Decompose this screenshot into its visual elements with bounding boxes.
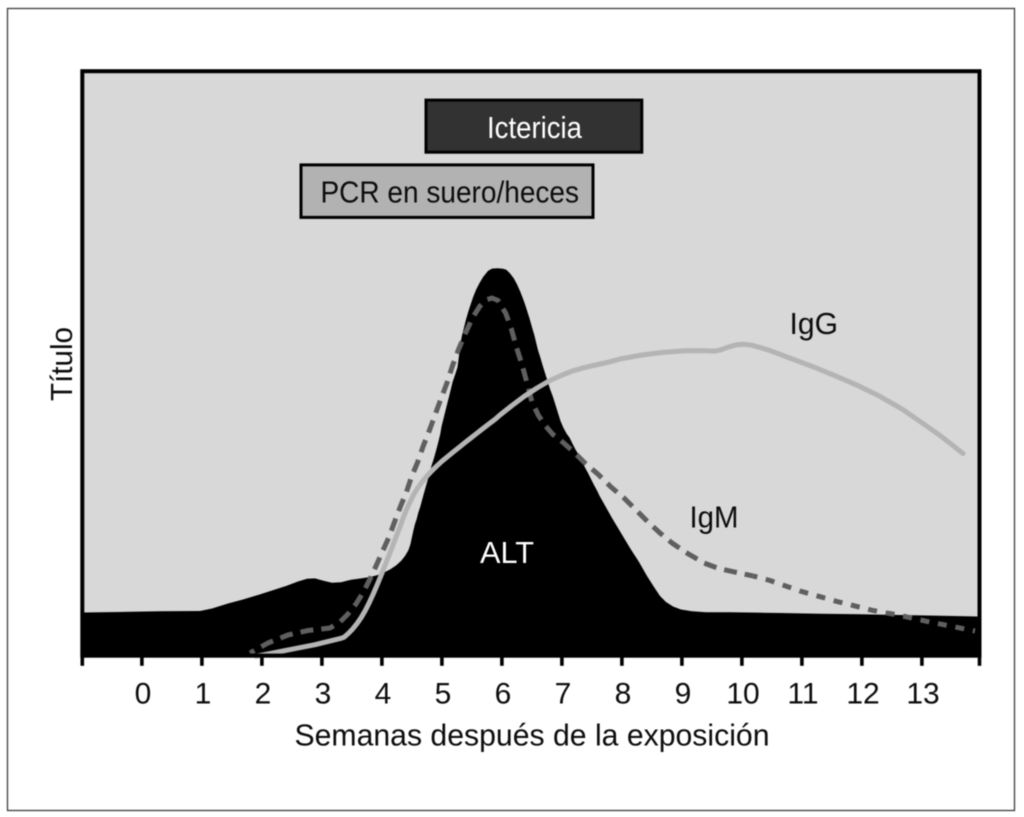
svg-text:11: 11 [787, 678, 818, 711]
svg-text:5: 5 [435, 678, 452, 711]
svg-text:IgG: IgG [790, 306, 839, 341]
svg-text:0: 0 [135, 678, 152, 711]
svg-text:PCR en suero/heces: PCR en suero/heces [321, 174, 580, 209]
svg-text:1: 1 [195, 678, 212, 711]
svg-text:Ictericia: Ictericia [487, 110, 583, 145]
svg-text:12: 12 [846, 678, 879, 711]
svg-text:Título: Título [44, 327, 79, 401]
svg-text:7: 7 [555, 678, 572, 711]
svg-text:4: 4 [375, 678, 392, 711]
svg-text:3: 3 [315, 678, 332, 711]
svg-text:8: 8 [615, 678, 632, 711]
svg-text:6: 6 [495, 678, 512, 711]
svg-text:13: 13 [906, 678, 939, 711]
svg-text:Semanas después de la exposici: Semanas después de la exposición [295, 718, 770, 753]
svg-text:10: 10 [726, 678, 759, 711]
svg-text:9: 9 [675, 678, 692, 711]
svg-text:ALT: ALT [480, 535, 534, 570]
svg-text:IgM: IgM [690, 500, 739, 535]
svg-text:2: 2 [255, 678, 272, 711]
